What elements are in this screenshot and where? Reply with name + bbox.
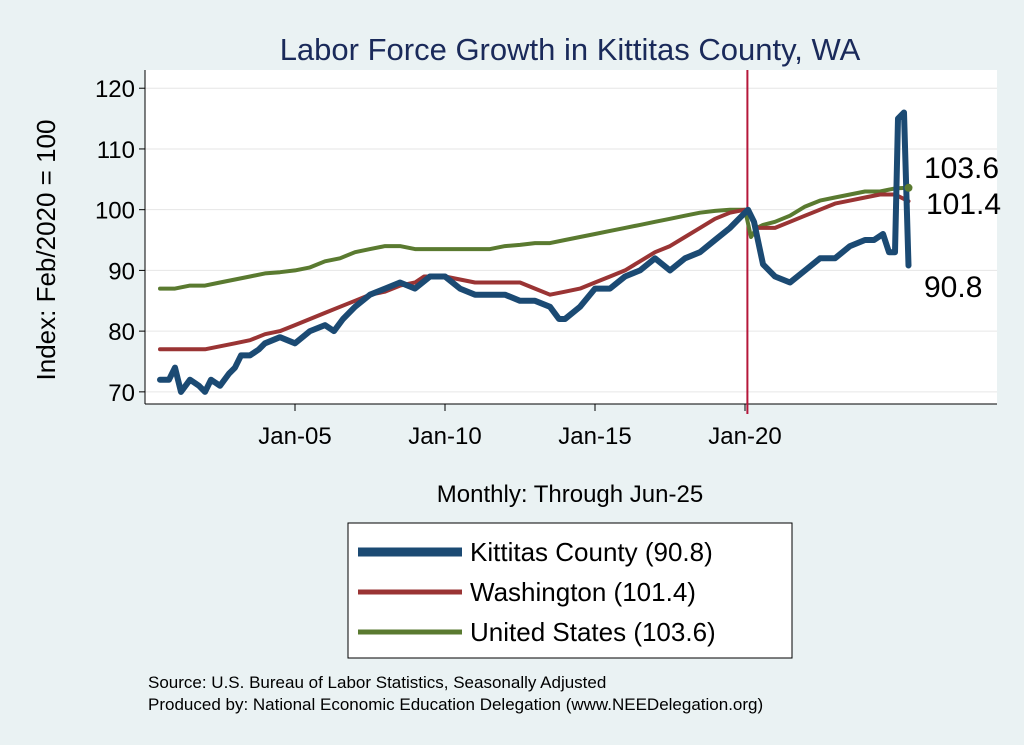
y-axis-label: Index: Feb/2020 = 100: [31, 120, 61, 381]
legend-label: Kittitas County (90.8): [470, 537, 713, 567]
y-tick-label: 100: [95, 198, 135, 225]
x-tick-label: Jan-10: [408, 423, 481, 450]
series-line-kittitas-county: [157, 109, 912, 395]
legend-label: United States (103.6): [470, 617, 716, 647]
x-tick-label: Jan-15: [558, 423, 631, 450]
end-label-washington: 101.4: [926, 188, 1001, 221]
legend-label: Washington (101.4): [470, 577, 696, 607]
end-label-kittitas: 90.8: [924, 271, 982, 304]
x-axis-label: Monthly: Through Jun-25: [437, 481, 703, 508]
y-tick-label: 90: [108, 258, 135, 285]
series-line-united-states: [158, 185, 911, 291]
series-end-marker: [904, 183, 913, 192]
y-tick-label: 120: [95, 76, 135, 103]
chart-title: Labor Force Growth in Kittitas County, W…: [280, 32, 861, 67]
x-tick-label: Jan-05: [258, 423, 331, 450]
end-label-united-states: 103.6: [924, 152, 999, 185]
y-tick-label: 110: [97, 137, 135, 164]
x-ticks: Jan-05 Jan-10 Jan-15 Jan-20: [258, 404, 782, 450]
source-note: Source: U.S. Bureau of Labor Statistics,…: [148, 673, 606, 692]
series-lines: [157, 109, 913, 395]
series-line-washington: [158, 192, 911, 352]
x-tick-label: Jan-20: [708, 423, 781, 450]
produced-by-note: Produced by: National Economic Education…: [148, 695, 763, 714]
legend: Kittitas County (90.8) Washington (101.4)…: [347, 522, 793, 659]
y-ticks: 70 80 90 100 110 120: [95, 76, 145, 407]
y-tick-label: 80: [108, 319, 135, 346]
y-tick-label: 70: [108, 380, 135, 407]
